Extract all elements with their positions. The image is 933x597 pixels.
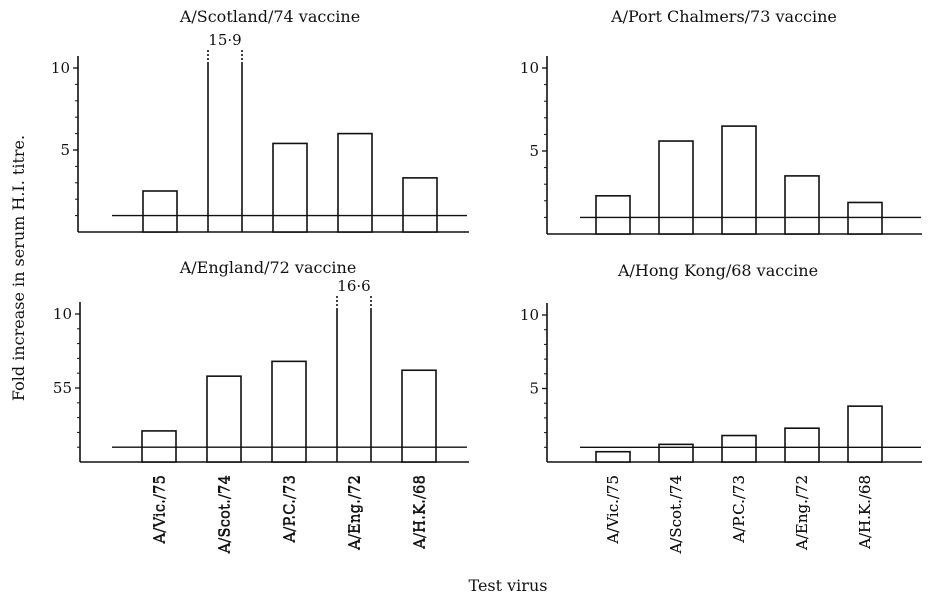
bar	[337, 132, 373, 233]
category-label: A/Eng./72	[793, 475, 811, 551]
chart-title: A/England/72 vaccine	[179, 258, 357, 277]
bar	[721, 434, 757, 463]
y-tick-label: 5	[60, 141, 70, 159]
x-axis-label: Test virus	[469, 576, 548, 595]
category-label: A/H.K./68	[410, 475, 428, 550]
bar	[141, 430, 177, 463]
bar	[401, 369, 437, 463]
chart-title: A/Port Chalmers/73 vaccine	[610, 7, 837, 26]
category-label: A/Eng./72	[346, 475, 364, 551]
category-label: A/Scot./74	[667, 475, 685, 555]
category-label: A/Scot./74	[215, 475, 233, 555]
y-tick-label: 10	[520, 306, 539, 324]
y-tick-label: 10	[520, 59, 539, 77]
bar-value-label: 16·6	[337, 277, 370, 295]
bar	[847, 201, 883, 235]
y-tick-label: 5	[529, 142, 539, 160]
category-label: A/H.K./68	[856, 475, 874, 550]
category-label: A/Scot./74	[667, 475, 685, 555]
bar-value-label: 15·9	[208, 31, 241, 49]
bar	[206, 375, 242, 463]
bar	[784, 175, 820, 235]
bar	[272, 142, 308, 233]
chart-panel-4: A/Hong Kong/68 vaccine 5 10 A/Vic./75 A/Scot…	[520, 261, 922, 555]
y-tick-label: 10	[53, 305, 72, 323]
category-label: A/Eng./72	[793, 475, 811, 551]
category-label: A/P.C./73	[730, 475, 748, 544]
chart-title: A/Hong Kong/68 vaccine	[617, 261, 818, 280]
y-tick-label: 5	[529, 380, 539, 398]
category-label: A/H.K./68	[856, 475, 874, 550]
category-label: A/Vic./75	[151, 475, 169, 545]
chart-panel-3: A/England/72 vaccine 55 10 A/Vic./75 A/Scot.…	[53, 258, 469, 555]
chart-panels: A/Scotland/74 vaccine 5 10 A/Vic./75 15·9 A/S…	[51, 7, 922, 555]
category-label: A/Vic./75	[604, 475, 622, 545]
category-label: A/P.C./73	[730, 475, 748, 544]
category-label: A/Scot./74	[216, 475, 234, 555]
bar	[784, 427, 820, 463]
chart-title: A/Scotland/74 vaccine	[179, 7, 360, 26]
category-label: A/Eng./72	[345, 475, 363, 551]
y-tick-label: 10	[51, 59, 70, 77]
y-axis-label: Fold increase in serum H.I. titre.	[9, 135, 28, 401]
chart-panel-1: A/Scotland/74 vaccine 5 10 A/Vic./75 15·9 A/S…	[51, 7, 469, 555]
category-label: A/H.K./68	[411, 475, 429, 550]
bar	[271, 360, 307, 463]
y-tick-label: 55	[53, 379, 72, 397]
bar	[658, 140, 694, 235]
bar	[847, 405, 883, 463]
bar	[595, 450, 631, 463]
bar	[402, 177, 438, 233]
bar	[142, 190, 178, 233]
category-label: A/P.C./73	[280, 475, 298, 544]
bar	[721, 125, 757, 235]
bar	[595, 195, 631, 235]
category-label: A/P.C./73	[281, 475, 299, 544]
bar	[658, 443, 694, 463]
category-label: A/Vic./75	[604, 475, 622, 545]
category-label: A/Vic./75	[150, 475, 168, 545]
